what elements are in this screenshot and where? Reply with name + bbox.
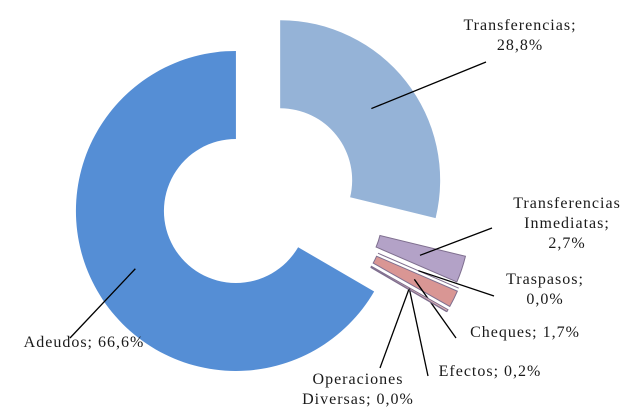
data-label: Operaciones Diversas; 0,0%	[302, 371, 414, 408]
data-label: Efectos; 0,2%	[439, 363, 542, 380]
data-label-line: Diversas; 0,0%	[302, 391, 414, 408]
data-label-line: 0,0%	[526, 291, 563, 308]
data-label-line: 2,7%	[548, 235, 585, 252]
data-label-line: Traspasos;	[506, 271, 584, 288]
donut-slice	[75, 50, 375, 371]
leader-line	[69, 268, 136, 339]
data-label-line: Adeudos; 66,6%	[24, 334, 145, 351]
data-label: Traspasos; 0,0%	[506, 271, 584, 308]
data-label-line: Cheques; 1,7%	[470, 324, 580, 341]
data-label-line: Inmediatas;	[524, 215, 610, 232]
leader-line	[371, 61, 487, 110]
donut-slice	[375, 234, 467, 283]
data-label-line: Transferencias;	[463, 17, 576, 34]
data-label: Adeudos; 66,6%	[24, 334, 145, 351]
leader-line	[379, 289, 410, 369]
data-label: Transferencias Inmediatas; 2,7%	[513, 195, 621, 252]
data-label-line: Operaciones	[313, 371, 404, 388]
data-label-line: Transferencias	[513, 195, 621, 212]
data-label: Cheques; 1,7%	[470, 324, 580, 341]
donut-slice	[280, 20, 441, 219]
donut-slice	[370, 267, 448, 313]
data-label-line: Efectos; 0,2%	[439, 363, 542, 380]
leader-line	[408, 288, 429, 377]
leader-line	[418, 270, 495, 297]
leader-line	[413, 278, 457, 339]
data-label-line: 28,8%	[497, 37, 543, 54]
data-label: Transferencias; 28,8%	[463, 17, 576, 54]
leader-line	[419, 227, 493, 256]
